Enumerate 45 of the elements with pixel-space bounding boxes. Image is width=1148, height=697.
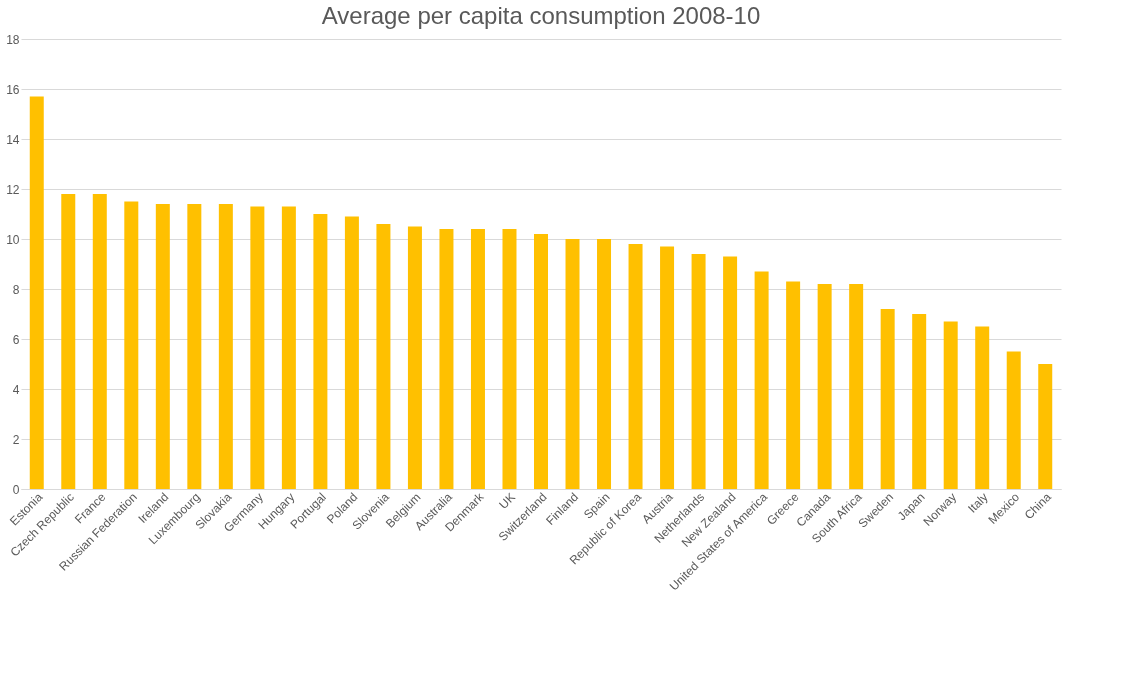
y-tick-label: 10 <box>6 232 20 247</box>
y-tick-label: 8 <box>12 282 20 297</box>
y-tick-label: 2 <box>12 432 20 447</box>
bar <box>407 226 422 489</box>
bar <box>691 254 706 489</box>
y-tick-label: 16 <box>6 82 20 97</box>
bar <box>975 326 990 489</box>
bar <box>155 204 170 489</box>
bar <box>534 234 548 489</box>
bar <box>250 206 265 489</box>
bar <box>29 96 44 489</box>
y-tick-label: 6 <box>12 332 20 347</box>
bar <box>502 229 517 489</box>
bar <box>1006 351 1021 489</box>
bar <box>628 244 643 489</box>
bar <box>754 271 769 489</box>
bar <box>124 201 139 489</box>
chart-title: Average per capita consumption 2008-10 <box>321 2 761 29</box>
bar <box>187 204 202 489</box>
bar <box>218 204 233 489</box>
bar <box>943 321 958 489</box>
y-tick-label: 4 <box>12 382 20 397</box>
bar <box>376 224 391 489</box>
bar <box>439 229 454 489</box>
bar <box>344 216 359 489</box>
y-tick-label: 18 <box>6 32 20 47</box>
bar <box>817 284 832 489</box>
bar <box>470 229 485 489</box>
bar <box>281 206 296 489</box>
bar <box>786 281 801 489</box>
bar <box>1038 364 1053 489</box>
x-tick-label: Italy <box>965 490 991 516</box>
y-tick-label: 0 <box>12 482 20 497</box>
bar <box>849 284 864 489</box>
bar <box>597 239 612 489</box>
bar <box>565 239 580 489</box>
y-tick-label: 12 <box>6 182 20 197</box>
bar <box>92 194 107 489</box>
bar <box>912 314 927 489</box>
bar <box>61 194 76 489</box>
bar <box>723 256 738 489</box>
bar <box>660 246 675 489</box>
bar <box>313 214 328 489</box>
bar <box>880 309 895 489</box>
y-tick-label: 14 <box>6 132 20 147</box>
